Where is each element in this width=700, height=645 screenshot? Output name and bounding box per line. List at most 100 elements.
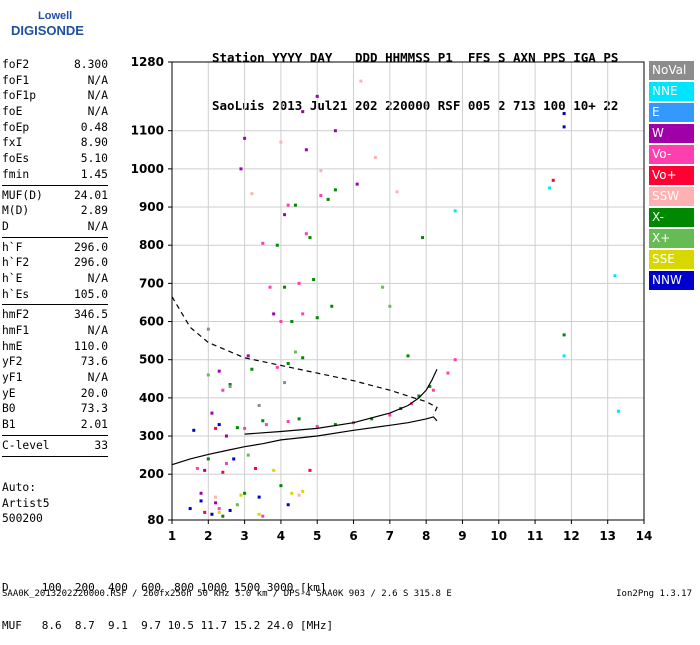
param-label: hmE [2, 339, 23, 353]
point-vo [243, 426, 247, 430]
legend-item-nne: NNE [649, 82, 694, 101]
point-x [330, 304, 334, 308]
point-x [326, 197, 330, 201]
point-x [206, 373, 210, 377]
param-separator [2, 304, 108, 306]
param-label: hmF1 [2, 324, 30, 337]
point-w [283, 213, 287, 217]
point-nne [453, 209, 457, 213]
auto-label: Auto: [2, 481, 37, 494]
point-nnw [210, 512, 214, 516]
x-tick-label: 12 [563, 529, 580, 543]
param-row: C-level 33 [2, 438, 108, 454]
point-sse [257, 512, 261, 516]
x-tick-label: 8 [422, 529, 430, 543]
param-label: MUF(D) [2, 188, 43, 202]
param-row: fxI 8.90 [2, 135, 108, 151]
auto-artist: Artist5 [2, 496, 50, 510]
point-vo [304, 232, 308, 236]
param-label: foF1 [2, 73, 30, 87]
point-x [246, 453, 250, 457]
point-sse [290, 491, 294, 495]
param-label: B0 [2, 402, 16, 416]
param-separator [2, 184, 108, 186]
legend-item-x: X- [649, 208, 694, 227]
point-vo [214, 426, 218, 430]
point-x [333, 188, 337, 192]
point-w [246, 354, 250, 358]
point-sse [301, 489, 305, 493]
logo-digisonde-text: DIGISONDE [11, 23, 84, 38]
autoscaling-info: Auto: Artist5 500200 [2, 480, 50, 527]
param-value: 105.0 [73, 287, 108, 301]
point-vo [279, 320, 283, 324]
file-info-footer: SAA0K_2013202220000.RSF / 260fx256h 50 k… [2, 589, 452, 599]
param-label: foE [2, 105, 23, 119]
legend-item-ssw: SSW [649, 187, 694, 206]
param-value: 73.6 [80, 355, 108, 369]
o-trace-curve [171, 416, 438, 466]
param-row: foEs 5.10 [2, 151, 108, 167]
point-x [235, 503, 239, 507]
point-x [228, 383, 232, 387]
point-vo [268, 285, 272, 289]
x-tick-label: 1 [168, 529, 176, 543]
param-label: h`E [2, 271, 23, 285]
point-ssw [279, 140, 283, 144]
param-label: M(D) [2, 204, 30, 218]
y-tick-label: 800 [139, 238, 164, 252]
param-value: 346.5 [73, 308, 108, 322]
polarization-legend: NoVal NNE E W Vo- Vo+ SSW X- X+ SSE NNW [649, 61, 694, 292]
param-label: yF1 [2, 371, 23, 385]
plot-frame [171, 61, 645, 521]
param-value: N/A [87, 219, 108, 233]
point-ssw [214, 495, 218, 499]
point-vo [446, 371, 450, 375]
x-tick-label: 3 [240, 529, 248, 543]
point-vo [254, 466, 258, 470]
muf-frequency-row: MUF 8.6 8.7 9.1 9.7 10.5 11.7 15.2 24.0 … [2, 618, 334, 632]
point-vo [286, 203, 290, 207]
point-nne [548, 186, 552, 190]
param-row: D N/A [2, 219, 108, 235]
x-tick-label: 4 [277, 529, 285, 543]
point-x [308, 236, 312, 240]
param-row: hmF2 346.5 [2, 307, 108, 323]
digisonde-logo: Lowell DIGISONDE [8, 8, 84, 44]
param-value: N/A [87, 73, 108, 87]
param-label: foEs [2, 152, 30, 166]
y-tick-label: 1000 [131, 162, 164, 176]
param-label: foEp [2, 120, 30, 134]
point-w [355, 182, 359, 186]
point-ssw [297, 493, 301, 497]
x-tick-label: 10 [490, 529, 507, 543]
point-noval [283, 381, 287, 385]
point-vo [203, 510, 207, 514]
point-vo [315, 424, 319, 428]
point-ssw [373, 155, 377, 159]
point-nnw [188, 507, 192, 511]
param-row: h`F 296.0 [2, 240, 108, 256]
param-row: MUF(D) 24.01 [2, 188, 108, 204]
param-value: 1.45 [80, 167, 108, 181]
point-x [286, 362, 290, 366]
param-value: 110.0 [73, 339, 108, 353]
param-value: 33 [94, 438, 108, 452]
point-nnw [192, 428, 196, 432]
param-value: N/A [87, 89, 108, 103]
point-vo [217, 507, 221, 511]
y-tick-label: 1100 [131, 124, 164, 138]
param-value: N/A [87, 371, 108, 385]
point-x [381, 285, 385, 289]
param-row: hmF1 N/A [2, 323, 108, 339]
param-row: yF2 73.6 [2, 354, 108, 370]
ionogram-chart: 1 2 3 4 5 6 7 8 9 10 11 12 13 14802003004005006007008… [131, 55, 653, 543]
point-nne [613, 274, 617, 278]
point-vo [221, 388, 225, 392]
x-tick-label: 2 [204, 529, 212, 543]
point-x [312, 278, 316, 282]
point-vo [308, 468, 312, 472]
point-nne [562, 354, 566, 358]
param-label: yE [2, 386, 16, 400]
point-vo [301, 312, 305, 316]
